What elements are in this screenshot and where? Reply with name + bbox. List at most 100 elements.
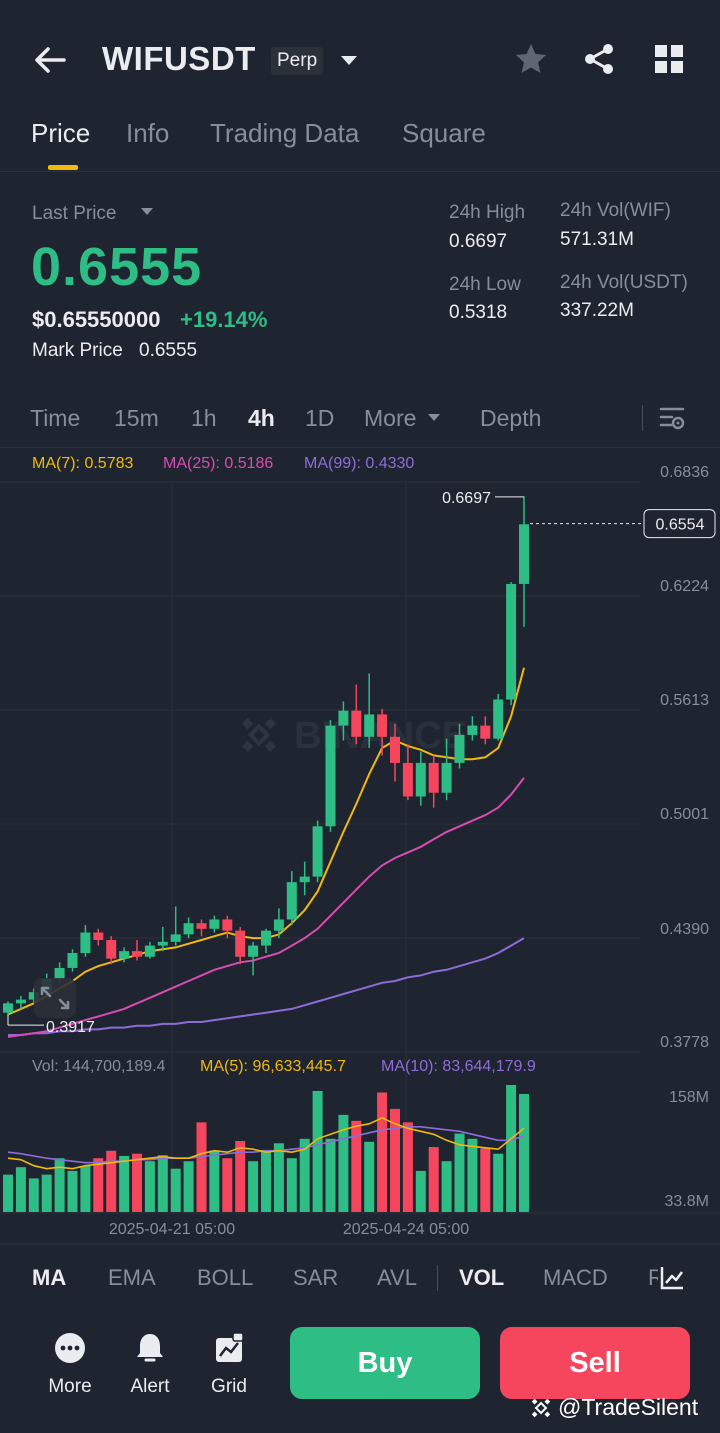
indicator-boll[interactable]: BOLL: [197, 1265, 254, 1290]
volume-bar: [351, 1120, 362, 1212]
perp-badge: Perp: [271, 47, 324, 75]
volume-ma5-line: [7, 1117, 525, 1170]
expand-chart-icon[interactable]: [34, 978, 76, 1018]
interval-more[interactable]: More: [364, 405, 417, 431]
candle-body: [286, 882, 297, 920]
grid-icon[interactable]: [652, 42, 686, 76]
candle: [506, 582, 517, 706]
chevron-down-icon[interactable]: [428, 412, 440, 424]
candle: [364, 673, 375, 748]
candle: [132, 939, 142, 961]
sell-button[interactable]: Sell: [500, 1327, 690, 1399]
indicator-sar[interactable]: SAR: [293, 1265, 339, 1290]
indicator-ma[interactable]: MA: [32, 1265, 67, 1290]
back-arrow-icon[interactable]: [30, 40, 70, 80]
ma25-line: [7, 777, 525, 1038]
volume-bar: [454, 1133, 465, 1212]
tab-depth[interactable]: Depth: [480, 405, 542, 431]
candle: [261, 928, 271, 954]
candle-body: [222, 919, 233, 931]
candle: [312, 820, 323, 883]
candle-body: [377, 714, 388, 737]
indicator-ema[interactable]: EMA: [108, 1265, 156, 1290]
high-24h-value: 0.6697: [449, 231, 508, 252]
vol-wif-label: 24h Vol(WIF): [560, 200, 671, 221]
volume-bar: [261, 1149, 271, 1212]
indicator-rsi[interactable]: R: [648, 1265, 658, 1290]
active-tab-indicator: [48, 165, 78, 170]
indicator-vol[interactable]: VOL: [459, 1265, 505, 1290]
candle-body: [157, 941, 168, 946]
indicator-macd[interactable]: MACD: [543, 1265, 608, 1290]
candle-body: [209, 919, 220, 929]
candle: [67, 949, 78, 972]
candle-body: [480, 725, 491, 739]
candle: [325, 720, 336, 832]
candle: [196, 919, 207, 937]
candle: [377, 708, 388, 756]
grid-trading-button[interactable]: Grid: [194, 1330, 264, 1398]
price-axis-tick: 0.5613: [660, 692, 709, 709]
volume-bar: [377, 1092, 388, 1212]
candle-body: [364, 714, 375, 737]
interval-1d[interactable]: 1D: [305, 405, 335, 431]
candle-body: [273, 919, 284, 931]
chevron-down-icon[interactable]: [338, 50, 360, 72]
star-icon[interactable]: [514, 42, 548, 76]
tab-info[interactable]: Info: [126, 118, 170, 148]
volume-bar: [106, 1150, 117, 1212]
last-price-label[interactable]: Last Price: [32, 203, 117, 224]
volume-bar: [248, 1161, 259, 1212]
candle: [106, 936, 117, 965]
volume-bar: [170, 1168, 181, 1212]
volume-bar: [3, 1174, 13, 1212]
tab-price[interactable]: Price: [31, 118, 91, 148]
candle-body: [28, 992, 39, 1000]
candle: [80, 925, 91, 957]
candle-body: [119, 951, 130, 959]
volume-bar: [28, 1178, 39, 1212]
candle-body: [261, 930, 271, 946]
mark-price-label: Mark Price: [32, 340, 123, 361]
volume-bar: [235, 1141, 246, 1212]
volume-bar: [299, 1138, 310, 1212]
candle: [286, 871, 297, 926]
high-24h-label: 24h High: [449, 202, 526, 223]
interval-time[interactable]: Time: [30, 405, 81, 431]
more-button[interactable]: More: [35, 1330, 105, 1398]
tab-square[interactable]: Square: [402, 118, 486, 148]
volume-bar: [93, 1158, 104, 1212]
buy-button[interactable]: Buy: [290, 1327, 480, 1399]
candle-body: [93, 932, 104, 940]
more-label: More: [48, 1376, 92, 1397]
candle-body: [428, 762, 439, 793]
interval-4h[interactable]: 4h: [248, 405, 275, 431]
price-axis-tick: 0.3778: [660, 1034, 709, 1051]
volume-bar: [157, 1155, 168, 1212]
candle: [338, 701, 349, 741]
volume-bar: [132, 1153, 142, 1212]
chevron-down-icon[interactable]: [140, 205, 154, 219]
chart-settings-icon[interactable]: [658, 404, 686, 432]
candle: [3, 1001, 13, 1017]
grid-bot-icon: [216, 1332, 244, 1362]
divider: [642, 405, 643, 431]
interval-1h[interactable]: 1h: [191, 405, 217, 431]
volume-bar: [415, 1170, 426, 1212]
tab-trading-data[interactable]: Trading Data: [210, 118, 360, 148]
candle: [222, 915, 233, 939]
share-icon[interactable]: [582, 42, 616, 76]
drawing-tool-icon[interactable]: [658, 1264, 686, 1292]
candle: [28, 988, 39, 1004]
candle: [493, 693, 504, 741]
volume-bar: [519, 1093, 529, 1212]
candle-body: [506, 583, 517, 700]
min-price-marker: 0.3917: [46, 1019, 95, 1036]
symbol-title[interactable]: WIFUSDT: [102, 40, 256, 77]
volume-bar: [196, 1122, 207, 1212]
interval-15m[interactable]: 15m: [114, 405, 159, 431]
price-axis-tick: 0.5001: [660, 806, 709, 823]
alert-button[interactable]: Alert: [115, 1330, 185, 1398]
indicator-avl[interactable]: AVL: [377, 1265, 417, 1290]
